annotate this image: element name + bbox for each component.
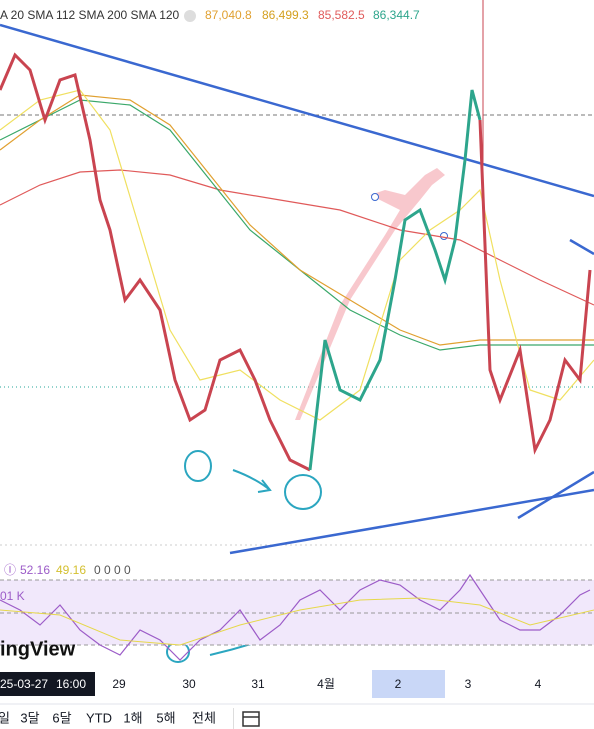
legend-value: 86,344.7: [373, 8, 420, 22]
time-cursor: [0, 672, 95, 696]
time-highlight: [372, 670, 445, 698]
volume-label: 01 K: [0, 589, 25, 603]
time-label: 30: [182, 677, 196, 691]
candles: [308, 89, 482, 471]
time-label: 3: [465, 677, 472, 691]
indicator-value: 52.16: [20, 563, 50, 577]
indicator-value: 49.16: [56, 563, 86, 577]
indicator-prefix: Ⓘ: [4, 563, 16, 577]
time-label: 2: [395, 677, 402, 691]
range-button[interactable]: 일: [0, 710, 10, 725]
legend-studies: A 20 SMA 112 SMA 200 SMA 120: [0, 8, 180, 22]
indicator-extra: 0 0 0 0: [94, 563, 131, 577]
time-label: 4: [535, 677, 542, 691]
range-button[interactable]: 전체: [192, 710, 216, 725]
rsi-levels: [0, 579, 594, 646]
range-button[interactable]: 1해: [123, 710, 142, 725]
legend-icon: [184, 10, 196, 22]
anchor: [440, 232, 448, 240]
legend-value: 86,499.3: [262, 8, 309, 22]
trend-lines: [0, 23, 594, 555]
date-range-icon[interactable]: [242, 711, 260, 727]
time-label: 29: [112, 677, 126, 691]
toolbar: 일 3달 6달 YTD 1해 5해 전체: [0, 710, 216, 725]
legend-value: 85,582.5: [318, 8, 365, 22]
arrow-drawing: [295, 168, 445, 420]
time-axis: [0, 668, 594, 698]
range-button[interactable]: 5해: [156, 710, 175, 725]
watermark: ingView: [0, 638, 76, 660]
range-button[interactable]: 3달: [20, 710, 39, 725]
cursor-time: 16:00: [56, 677, 86, 691]
legend-value: 87,040.8: [205, 8, 252, 22]
divider: [233, 708, 234, 729]
time-label: 31: [251, 677, 265, 691]
rsi-signal: [0, 597, 594, 646]
cursor-date: 25-03-27: [0, 677, 48, 691]
time-label: 4월: [317, 677, 335, 691]
candles: [478, 119, 592, 455]
time-labels: 29 30 31 4월 2 3 4: [112, 677, 541, 691]
rsi-line: [0, 573, 591, 661]
moving-averages: [0, 89, 594, 421]
range-button[interactable]: YTD: [86, 710, 112, 725]
candles: [0, 52, 311, 472]
range-button[interactable]: 6달: [52, 710, 71, 725]
chart-bg: [0, 0, 594, 665]
anchor: [371, 193, 379, 201]
